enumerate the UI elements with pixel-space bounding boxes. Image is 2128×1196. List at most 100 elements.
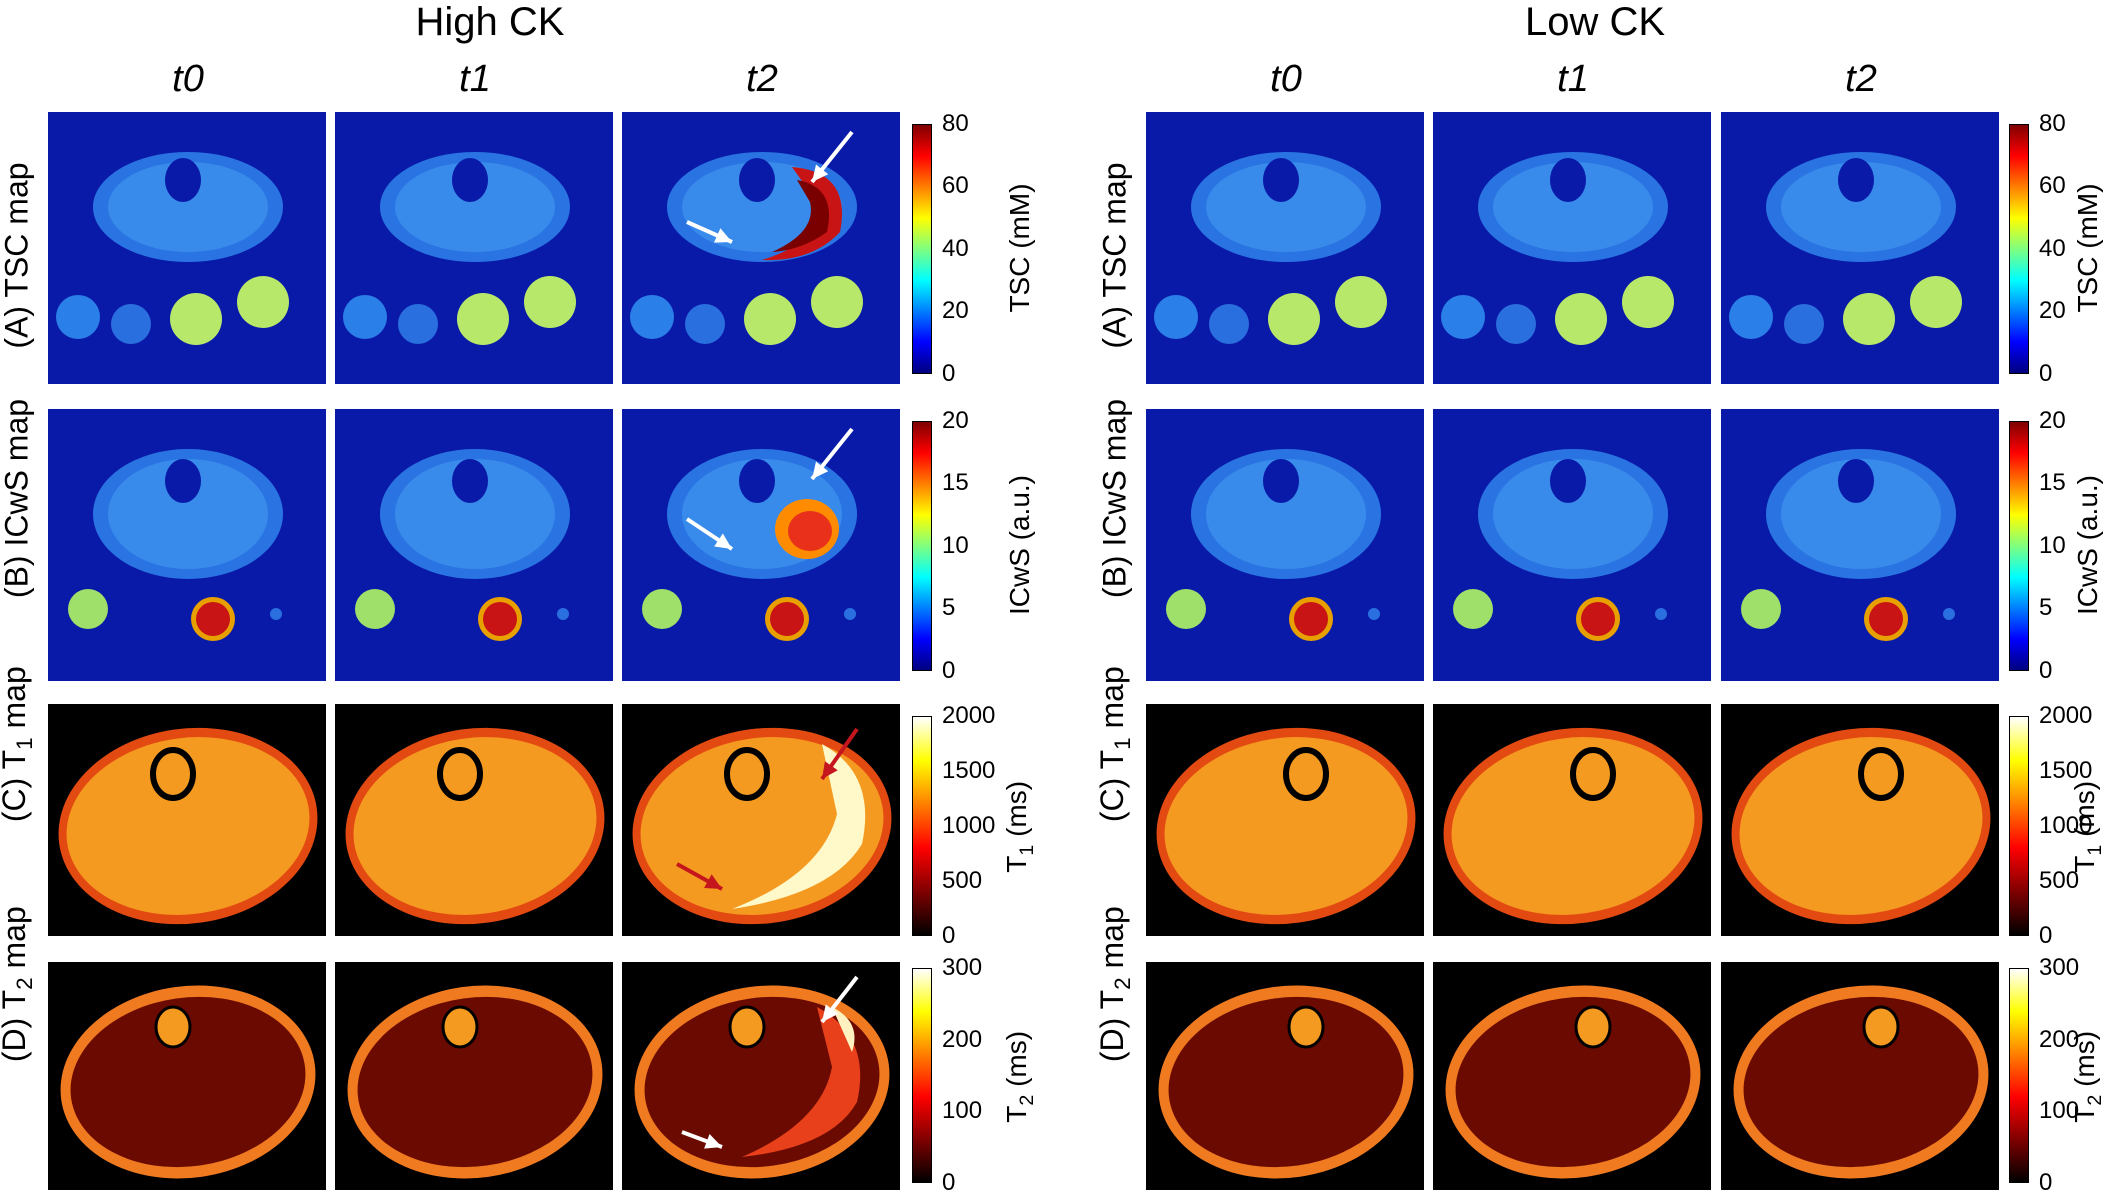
image-panel-r3-c4 <box>1433 962 1711 1190</box>
tick-label: 100 <box>2039 1097 2080 1124</box>
image-panel-r0-c0 <box>48 112 326 384</box>
image-panel-r0-c1 <box>335 112 613 384</box>
tick-label: 2000 <box>2039 702 2093 729</box>
tick-label: 1000 <box>942 812 996 839</box>
tick-label: 40 <box>2039 235 2066 262</box>
tick-label: 1500 <box>2039 757 2093 784</box>
row-label-low-d: (D) T2 map <box>1093 906 1136 1063</box>
image-panel-r2-c3 <box>1146 704 1424 936</box>
image-panel-r1-c3 <box>1146 409 1424 681</box>
tick-label: 20 <box>2039 297 2066 324</box>
ticks-tsc-low: 80 60 40 20 0 <box>2009 112 2109 386</box>
ticks-tsc-high: 80 60 40 20 0 <box>912 112 1012 386</box>
colorbar-tsc-low <box>2009 124 2029 374</box>
row-label-high-b: (B) ICwS map <box>0 398 35 599</box>
tick-label: 20 <box>942 297 969 324</box>
tick-label: 80 <box>942 110 969 137</box>
colorbar-label-icws-high: ICwS (a.u.) <box>1004 474 1035 616</box>
row-label-low-c: (C) T1 map <box>1093 666 1136 823</box>
ticks-t1-low: 2000 1500 1000 500 0 <box>2009 704 2109 948</box>
row-label-high-a: (A) TSC map <box>0 162 35 349</box>
image-panel-r3-c5 <box>1721 962 1999 1190</box>
tick-label: 0 <box>942 1169 956 1196</box>
colorbar-label-tsc-low: TSC (mM) <box>2072 183 2103 313</box>
image-panel-r0-c3 <box>1146 112 1424 384</box>
colorbar-t1-low <box>2009 716 2029 936</box>
ticks-t2-high: 300 200 100 0 <box>912 956 1012 1195</box>
arrow-annotation <box>685 517 734 551</box>
tick-label: 60 <box>942 172 969 199</box>
tick-label: 40 <box>942 235 969 262</box>
tick-label: 500 <box>942 867 983 894</box>
colorbar-label-t1-high: T1 (ms) <box>1001 780 1038 873</box>
image-panel-r3-c2 <box>622 962 900 1190</box>
colorbar-label-tsc-high: TSC (mM) <box>1004 183 1035 313</box>
tick-label: 20 <box>942 407 969 434</box>
tick-label: 200 <box>2039 1026 2080 1053</box>
tick-label: 20 <box>2039 407 2066 434</box>
tick-label: 80 <box>2039 110 2066 137</box>
image-panel-r2-c0 <box>48 704 326 936</box>
col-title-high-t0: t0 <box>172 58 204 100</box>
col-title-high-t2: t2 <box>746 58 778 100</box>
image-panel-r1-c1 <box>335 409 613 681</box>
group-title-high-ck: High CK <box>415 0 565 44</box>
colorbar-label-icws-low: ICwS (a.u.) <box>2072 474 2103 616</box>
image-panel-r2-c2 <box>622 704 900 936</box>
arrow-annotation <box>676 862 723 891</box>
tick-label: 0 <box>2039 1169 2053 1196</box>
ticks-t1-high: 2000 1500 1000 500 0 <box>912 704 1012 948</box>
colorbar-t1-high <box>912 716 932 936</box>
colorbar-icws-high <box>912 421 932 671</box>
row-label-high-d: (D) T2 map <box>0 906 38 1063</box>
image-panel-r1-c2 <box>622 409 900 681</box>
tick-label: 10 <box>2039 532 2066 559</box>
tick-label: 2000 <box>942 702 996 729</box>
tick-label: 10 <box>942 532 969 559</box>
colorbar-icws-low <box>2009 421 2029 671</box>
image-panel-r2-c5 <box>1721 704 1999 936</box>
image-panel-r3-c1 <box>335 962 613 1190</box>
colorbar-tsc-high <box>912 124 932 374</box>
colorbar-t2-high <box>912 968 932 1183</box>
tick-label: 15 <box>2039 469 2066 496</box>
arrow-annotation <box>820 727 859 781</box>
colorbar-label-t2-low: T2 (ms) <box>2069 1030 2106 1123</box>
image-panel-r0-c2 <box>622 112 900 384</box>
image-panel-r1-c4 <box>1433 409 1711 681</box>
image-panel-r0-c5 <box>1721 112 1999 384</box>
arrow-annotation <box>810 427 854 481</box>
image-panel-r2-c4 <box>1433 704 1711 936</box>
image-panel-r3-c3 <box>1146 962 1424 1190</box>
arrow-annotation <box>810 130 854 184</box>
tick-label: 300 <box>2039 954 2080 981</box>
tick-label: 200 <box>942 1026 983 1053</box>
col-title-high-t1: t1 <box>459 58 491 100</box>
tick-label: 0 <box>2039 657 2053 684</box>
ticks-t2-low: 300 200 100 0 <box>2009 956 2109 1195</box>
row-label-high-c: (C) T1 map <box>0 666 38 823</box>
tick-label: 5 <box>2039 594 2053 621</box>
colorbar-label-t2-high: T2 (ms) <box>1001 1030 1038 1123</box>
tick-label: 300 <box>942 954 983 981</box>
image-panel-r2-c1 <box>335 704 613 936</box>
arrow-annotation <box>686 220 733 244</box>
tick-label: 0 <box>942 360 956 387</box>
tick-label: 15 <box>942 469 969 496</box>
group-title-low-ck: Low CK <box>1524 0 1666 44</box>
col-title-low-t1: t1 <box>1557 58 1589 100</box>
tick-label: 5 <box>942 594 956 621</box>
image-panel-r1-c5 <box>1721 409 1999 681</box>
colorbar-label-t1-low: T1 (ms) <box>2069 780 2106 873</box>
row-label-low-b: (B) ICwS map <box>1096 398 1133 599</box>
colorbar-t2-low <box>2009 968 2029 1183</box>
tick-label: 1000 <box>2039 812 2093 839</box>
col-title-low-t2: t2 <box>1845 58 1877 100</box>
tick-label: 1500 <box>942 757 996 784</box>
tick-label: 0 <box>942 922 956 949</box>
tick-label: 0 <box>942 657 956 684</box>
image-panel-r3-c0 <box>48 962 326 1190</box>
tick-label: 500 <box>2039 867 2080 894</box>
col-title-low-t0: t0 <box>1270 58 1302 100</box>
tick-label: 100 <box>942 1097 983 1124</box>
